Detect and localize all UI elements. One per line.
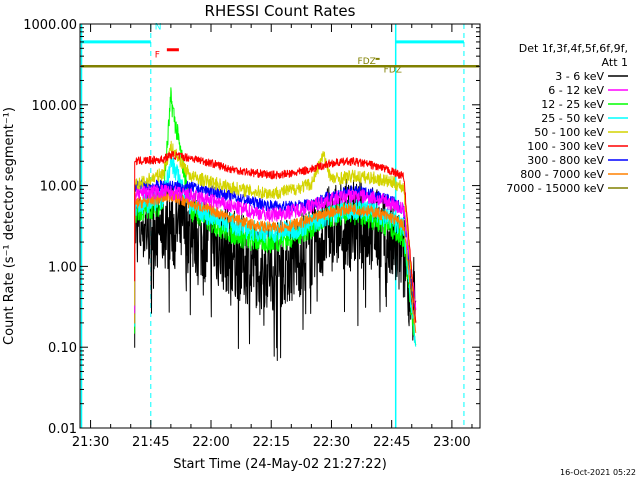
x-axis-label: Start Time (24-May-02 21:27:22)	[173, 457, 387, 472]
legend-label-8: 7000 - 15000 keV	[506, 182, 604, 195]
y-tick-label-4: 100.00	[32, 99, 78, 114]
series-line-5	[134, 150, 417, 323]
timestamp: 16-Oct-2021 05:22	[560, 468, 636, 477]
plot-frame	[79, 23, 481, 429]
x-tick-label-2: 22:00	[192, 435, 229, 450]
legend-label-5: 100 - 300 keV	[527, 140, 604, 153]
y-tick-label-3: 10.00	[40, 180, 77, 195]
x-tick-label-6: 23:00	[433, 435, 470, 450]
y-axis-label: Count Rate (s⁻¹ detector segment⁻¹)	[2, 107, 17, 345]
legend-label-2: 12 - 25 keV	[541, 98, 604, 111]
x-tick-label-1: 21:45	[132, 435, 169, 450]
y-tick-label-2: 1.00	[48, 260, 77, 275]
legend-header-1: Att 1	[602, 56, 628, 69]
chart-title: RHESSI Count Rates	[205, 2, 356, 20]
y-tick-label-0: 0.01	[48, 422, 77, 437]
legend-header-0: Det 1f,3f,4f,5f,6f,9f,	[519, 42, 628, 55]
legend-label-3: 25 - 50 keV	[541, 112, 604, 125]
y-tick-label-1: 0.10	[48, 341, 77, 356]
flag-label-2: FDZ	[358, 57, 376, 67]
x-tick-label-4: 22:30	[313, 435, 350, 450]
flag-label-1: F	[155, 51, 160, 61]
flag-label-0: N	[155, 23, 162, 33]
flag-label-3: FDZ	[384, 66, 402, 76]
legend-label-1: 6 - 12 keV	[548, 84, 604, 97]
x-tick-label-3: 22:15	[253, 435, 290, 450]
y-tick-label-5: 1000.00	[23, 18, 77, 33]
legend-label-0: 3 - 6 keV	[555, 70, 604, 83]
x-tick-label-0: 21:30	[72, 435, 109, 450]
legend-label-7: 800 - 7000 keV	[520, 168, 604, 181]
series-line-1	[134, 184, 417, 314]
legend-label-6: 300 - 800 keV	[527, 154, 604, 167]
series-line-4	[134, 140, 417, 322]
series-line-6	[134, 179, 417, 323]
x-tick-label-5: 22:45	[373, 435, 410, 450]
legend-label-4: 50 - 100 keV	[534, 126, 604, 139]
